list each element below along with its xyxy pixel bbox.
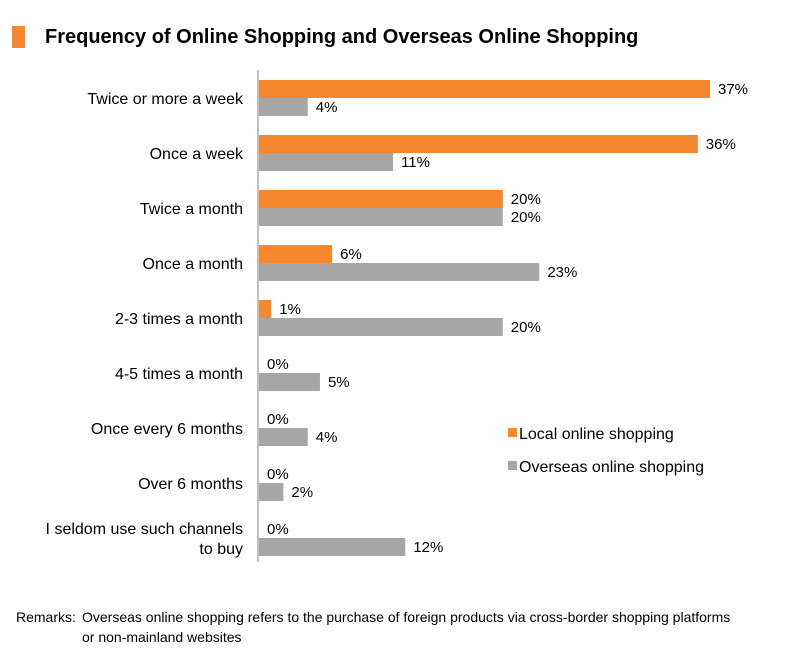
bar-local [259, 300, 272, 318]
category-label-line: I seldom use such channels [46, 521, 243, 538]
data-label: 20% [511, 209, 541, 226]
data-label: 6% [340, 246, 362, 263]
data-label: 12% [413, 539, 443, 556]
data-label: 4% [316, 99, 338, 116]
category-label: 4-5 times a month [115, 366, 243, 383]
data-label: 5% [328, 374, 350, 391]
remarks-note: Remarks: Overseas online shopping refers … [16, 607, 756, 647]
category-label: Twice a month [140, 201, 243, 218]
category-label-line: to buy [199, 541, 243, 558]
data-label: 36% [706, 136, 736, 153]
bar-overseas [259, 208, 503, 226]
bar-overseas [259, 153, 394, 171]
category-label: Twice or more a week [87, 91, 244, 108]
category-label: 2-3 times a month [115, 311, 243, 328]
legend-label: Overseas online shopping [519, 459, 704, 476]
title-area: Frequency of Online Shopping and Oversea… [12, 20, 638, 54]
category-label-line: 4-5 times a month [115, 366, 243, 383]
bar-overseas [259, 428, 308, 446]
data-label: 1% [279, 301, 301, 318]
data-label: 23% [547, 264, 577, 281]
category-label-line: Over 6 months [138, 476, 243, 493]
bar-overseas [259, 538, 406, 556]
bar-local [259, 190, 503, 208]
bar-local [259, 80, 710, 98]
chart-title: Frequency of Online Shopping and Oversea… [45, 26, 639, 48]
title-accent-bar [12, 26, 25, 48]
data-label: 0% [267, 466, 289, 483]
category-label-line: 2-3 times a month [115, 311, 243, 328]
data-label: 4% [316, 429, 338, 446]
category-label-line: Once a week [150, 146, 244, 163]
bar-local [259, 245, 333, 263]
legend-swatch-overseas [508, 461, 517, 470]
data-label: 0% [267, 521, 289, 538]
remarks-text: Overseas online shopping refers to the p… [82, 609, 731, 645]
category-label-line: Once a month [143, 256, 244, 273]
category-label-line: Once every 6 months [91, 421, 243, 438]
bar-overseas [259, 373, 320, 391]
bar-overseas [259, 483, 284, 501]
bar-local [259, 135, 698, 153]
category-label-line: Twice or more a week [87, 91, 244, 108]
legend-label: Local online shopping [519, 426, 674, 443]
remarks-label: Remarks: [16, 609, 76, 625]
category-label: I seldom use such channels to buy [46, 521, 243, 558]
category-label: Once every 6 months [91, 421, 243, 438]
data-label: 2% [291, 484, 313, 501]
category-label: Once a week [150, 146, 244, 163]
legend-swatch-local [508, 428, 517, 437]
data-label: 11% [401, 154, 430, 171]
category-label-line: Twice a month [140, 201, 243, 218]
category-label: Over 6 months [138, 476, 243, 493]
data-label: 37% [718, 81, 748, 98]
bar-overseas [259, 263, 540, 281]
data-label: 20% [511, 319, 541, 336]
data-label: 0% [267, 411, 289, 428]
data-label: 20% [511, 191, 541, 208]
bar-overseas [259, 98, 308, 116]
category-label: Once a month [143, 256, 244, 273]
bar-overseas [259, 318, 503, 336]
data-label: 0% [267, 356, 289, 373]
